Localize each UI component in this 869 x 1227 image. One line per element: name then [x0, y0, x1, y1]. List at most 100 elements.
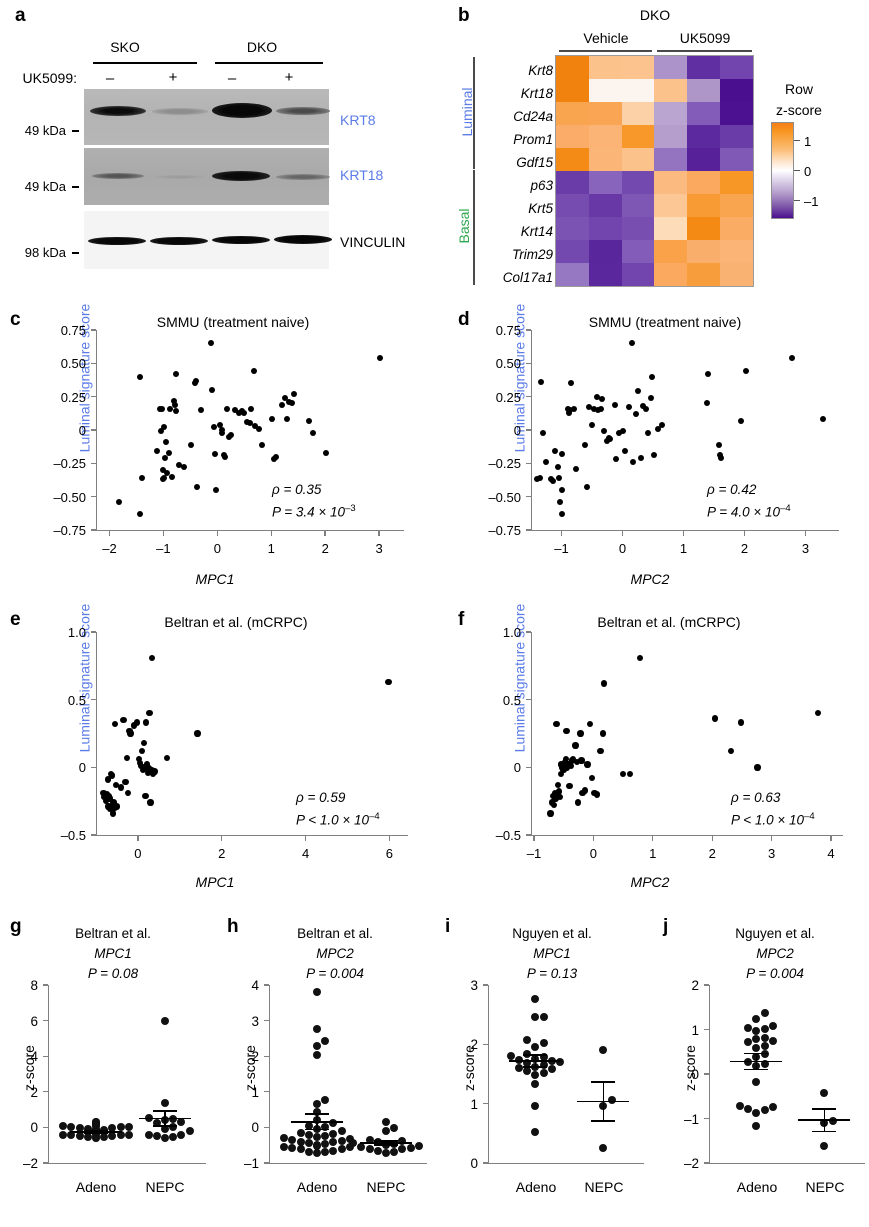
- panel-e-xlabel: MPC1: [195, 874, 235, 890]
- scatter-point: [147, 799, 154, 806]
- panel-f-xlabel: MPC2: [630, 874, 670, 890]
- scatter-point: [133, 719, 141, 726]
- panel-c-stat-p: P = 3.4 × 10–3: [272, 503, 356, 520]
- y-tick: [526, 395, 531, 398]
- scatter-point: [168, 473, 175, 480]
- x-tick-label: 4: [827, 846, 835, 861]
- strip-point: [329, 1119, 338, 1128]
- scatter-point: [208, 387, 215, 393]
- x-tick: [533, 836, 535, 841]
- panel-c: c SMMU (treatment naive) Luminal signatu…: [0, 300, 435, 600]
- panel-h-group-nepc: NEPC: [366, 1179, 406, 1195]
- x-tick: [388, 836, 391, 841]
- scatter-point: [599, 730, 607, 737]
- colorbar[interactable]: [771, 122, 794, 219]
- scatter-point: [630, 459, 637, 465]
- panel-a-treatment-lane-4: +: [284, 69, 294, 86]
- scatter-point: [540, 429, 547, 436]
- scatter-point: [284, 416, 291, 423]
- panel-d-plot-area[interactable]: –0.75 –0.50 –0.25 0 0.25 0.50 0.75 –1 0 1 2 3: [488, 324, 839, 555]
- y-tick: [526, 529, 531, 531]
- scatter-point: [161, 424, 168, 431]
- strip-point: [531, 1013, 540, 1022]
- y-tick: [704, 1028, 709, 1031]
- strip-point: [124, 1130, 133, 1139]
- scatter-point: [742, 368, 749, 375]
- x-axis-line: [269, 1163, 427, 1165]
- error-cap-lower: [374, 1144, 398, 1147]
- y-tick: [91, 631, 96, 633]
- heatmap-cell: [687, 125, 721, 148]
- strip-point: [280, 1134, 289, 1143]
- heatmap-cell: [556, 217, 589, 240]
- strip-point: [288, 1135, 297, 1144]
- panel-i-plot-area[interactable]: 0 1 2 3: [470, 979, 644, 1170]
- heatmap-cell: [621, 148, 655, 171]
- y-tick-label: –0.75: [488, 523, 521, 538]
- panel-j-plot-area[interactable]: –2 –1 0 1 2: [684, 979, 865, 1170]
- heatmap-cell: [556, 263, 589, 286]
- strip-point: [539, 1068, 548, 1077]
- strip-point: [382, 1117, 390, 1126]
- scatter-point: [568, 380, 575, 387]
- scatter-point: [558, 770, 565, 778]
- strip-point: [116, 1131, 125, 1140]
- panel-f-plot-area[interactable]: –0.5 0 0.5 1.0 –1 0 1 2 3 4: [496, 626, 843, 860]
- panel-a-target-krt8: KRT8: [340, 112, 376, 128]
- scatter-point: [241, 409, 248, 416]
- panel-b-brace-luminal: [473, 57, 475, 169]
- y-tick: [91, 462, 96, 465]
- panel-f-stat-p-exponent: –4: [804, 811, 815, 822]
- blot-panel-krt8: [84, 89, 330, 145]
- scatter-point: [288, 400, 295, 407]
- scatter-point: [554, 464, 561, 471]
- y-tick-label: 0: [78, 423, 86, 438]
- error-cap-upper: [374, 1140, 398, 1142]
- strip-point: [321, 1037, 330, 1046]
- scatter-point: [127, 730, 134, 737]
- heatmap-cell: [621, 125, 655, 148]
- strip-point: [59, 1130, 68, 1139]
- strip-point: [108, 1124, 117, 1133]
- panel-g-plot-area[interactable]: –2 0 2 4 6 8: [23, 979, 206, 1170]
- strip-point: [144, 1130, 153, 1139]
- strip-point: [304, 1121, 313, 1130]
- y-tick: [91, 429, 96, 431]
- scatter-point: [581, 441, 588, 448]
- strip-point: [321, 1123, 330, 1132]
- heatmap-cell: [556, 125, 589, 148]
- y-axis-line: [531, 330, 533, 530]
- strip-point: [760, 1008, 769, 1017]
- heatmap-cell: [654, 194, 688, 217]
- strip-point: [169, 1133, 178, 1142]
- strip-point: [161, 1017, 169, 1026]
- x-tick: [270, 531, 272, 536]
- scatter-point: [323, 449, 330, 456]
- strip-point: [752, 1121, 761, 1130]
- panel-f-title: Beltran et al. (mCRPC): [597, 614, 741, 630]
- panel-e-plot-area[interactable]: –0.5 0 0.5 1.0 0 2 4 6: [61, 626, 408, 860]
- y-tick: [91, 834, 96, 836]
- x-tick-label: 0: [589, 846, 597, 861]
- scatter-point: [553, 792, 560, 799]
- y-tick: [704, 1162, 709, 1164]
- scatter-point: [310, 429, 317, 436]
- heatmap-grid[interactable]: [555, 55, 754, 287]
- y-tick-label: 0.75: [495, 323, 521, 338]
- scatter-point: [621, 448, 628, 455]
- panel-a-group-dko: DKO: [246, 39, 278, 55]
- scatter-point: [550, 802, 558, 809]
- y-tick: [43, 1162, 48, 1164]
- x-tick: [770, 836, 773, 841]
- panel-h-plot-area[interactable]: –1 0 1 2 3 4: [244, 979, 427, 1170]
- y-tick: [526, 495, 531, 498]
- scatter-point: [574, 799, 582, 806]
- strip-point: [506, 1052, 515, 1061]
- panel-c-plot-area[interactable]: –0.75 –0.50 –0.25 0 0.25 0.50 0.75 –2 –1 0 1 2 3: [53, 324, 404, 555]
- scatter-point: [138, 747, 146, 755]
- panel-h-pvalue: P = 0.004: [306, 966, 364, 981]
- scatter-point: [217, 421, 224, 428]
- scatter-point: [171, 401, 178, 408]
- strip-point: [828, 1117, 837, 1126]
- panel-b-label: b: [458, 5, 470, 26]
